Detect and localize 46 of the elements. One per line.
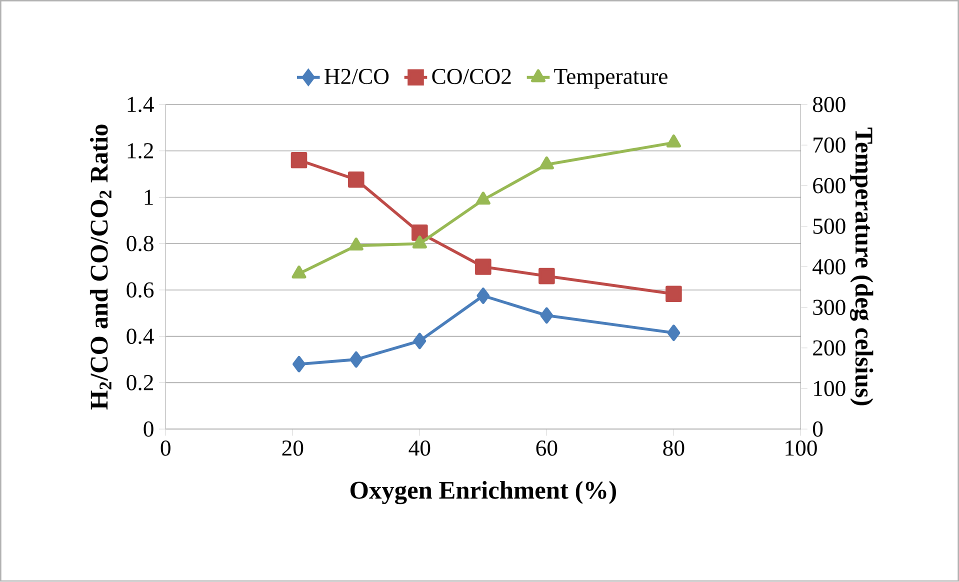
point [539,156,554,170]
y-tick-label: 0.6 [126,282,154,298]
y2-tick-label: 500 [813,218,846,234]
point [666,134,681,148]
point [413,332,426,350]
point [538,268,555,284]
point [290,152,308,168]
y-tick-label: 1.4 [128,97,154,112]
point [348,238,364,251]
legend-label: Temperature [554,69,668,89]
point [348,172,364,188]
y2-tick-label: 400 [812,259,846,275]
y2-tick-label: 100 [814,381,846,396]
x-tick-label: 80 [663,440,684,456]
x-tick-label: 40 [408,440,430,456]
y-tick-label: 1.2 [128,143,153,159]
point [292,356,306,372]
point [350,352,363,368]
point [412,236,427,249]
legend-label: CO/CO2 [432,69,511,84]
x-axis-title: Oxygen Enrichment (%) [350,481,616,504]
point [540,307,554,324]
y2-tick-label: 0 [812,422,823,437]
point [667,324,680,342]
y2-tick-label: 300 [813,300,846,316]
point [476,288,490,304]
y2-tick-label: 800 [812,97,846,112]
y2-tick-label: 700 [814,138,846,153]
y-tick-label: 1 [144,190,153,205]
y2-tick-label: 200 [813,340,846,356]
y-axis-title: H$_{2}$/CO and CO/CO$_{2}$ Ratio [90,124,112,410]
y-tick-label: 0 [144,422,154,437]
point [292,266,306,279]
y-tick-label: 0.8 [126,236,154,252]
legend-label: H2/CO [324,69,389,84]
x-tick-label: 100 [786,440,817,456]
y2-tick-label: 600 [813,178,846,194]
x-tick-label: 0 [160,440,170,456]
point [666,286,682,302]
y2-axis-title: Temperature (deg celsius) [850,128,874,406]
y-tick-label: 0.2 [126,375,153,391]
y-tick-label: 0.4 [126,328,154,344]
x-tick-label: 60 [536,440,558,456]
x-tick-label: 20 [282,440,304,456]
point [476,192,490,205]
point [475,258,492,276]
